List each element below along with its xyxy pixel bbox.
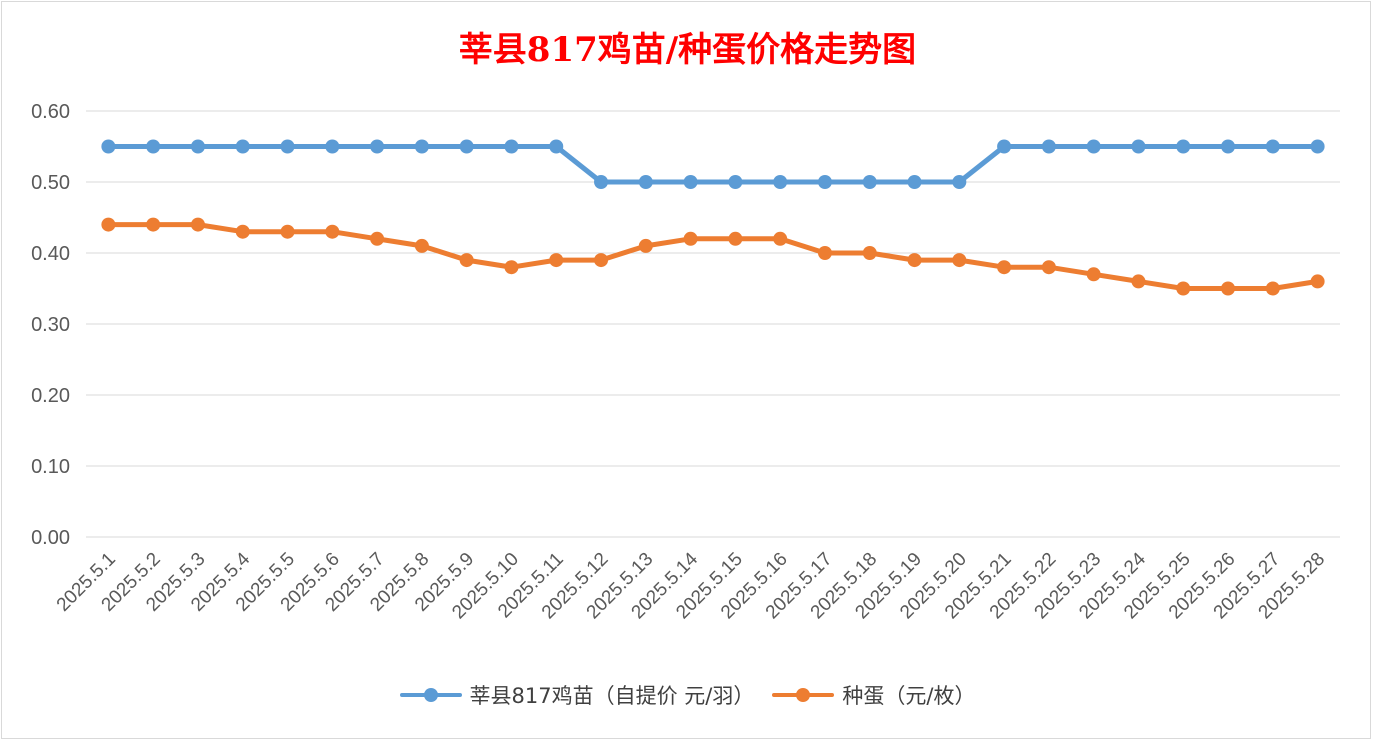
data-point — [280, 224, 295, 239]
data-point — [683, 231, 698, 246]
y-tick-label: 0.60 — [31, 101, 70, 123]
data-point — [370, 231, 385, 246]
data-point — [1086, 267, 1101, 282]
data-point — [817, 246, 832, 260]
data-point — [235, 224, 250, 239]
data-point — [146, 139, 161, 154]
data-point — [638, 175, 653, 189]
data-point — [862, 175, 877, 189]
data-point — [235, 139, 250, 154]
data-point — [146, 217, 161, 232]
data-point — [549, 139, 564, 154]
data-point — [1176, 281, 1191, 296]
data-point — [1041, 139, 1056, 154]
y-tick-label: 0.00 — [31, 527, 70, 549]
data-point — [101, 217, 116, 232]
y-tick-label: 0.20 — [31, 385, 70, 407]
data-point — [549, 253, 564, 268]
data-point — [1176, 139, 1191, 154]
data-point — [638, 238, 653, 253]
data-point — [773, 175, 788, 189]
data-point — [594, 175, 609, 189]
data-point — [414, 238, 429, 253]
data-point — [504, 139, 519, 154]
data-point — [1310, 274, 1325, 289]
data-point — [1221, 139, 1236, 154]
data-point — [817, 175, 832, 189]
y-tick-label: 0.50 — [31, 172, 70, 194]
legend-swatch-chick — [399, 688, 462, 702]
data-point — [952, 175, 967, 189]
data-point — [1086, 139, 1101, 154]
data-point — [952, 253, 967, 268]
data-point — [1221, 281, 1236, 296]
data-point — [773, 231, 788, 246]
legend-label-chick: 莘县817鸡苗（自提价 元/羽） — [469, 684, 755, 708]
legend: 莘县817鸡苗（自提价 元/羽） 种蛋（元/枚） — [0, 680, 1375, 710]
y-tick-label: 0.40 — [31, 243, 70, 265]
legend-item-chick: 莘县817鸡苗（自提价 元/羽） — [399, 680, 755, 710]
data-point — [1310, 139, 1325, 154]
y-tick-label: 0.10 — [31, 456, 70, 478]
legend-item-egg: 种蛋（元/枚） — [772, 680, 975, 710]
data-point — [997, 139, 1012, 154]
data-point — [1131, 139, 1146, 154]
data-point — [190, 217, 205, 232]
data-point — [594, 253, 609, 268]
data-point — [504, 260, 519, 275]
data-point — [907, 253, 922, 268]
data-point — [280, 139, 295, 154]
data-point — [862, 246, 877, 260]
chart-title: 莘县817鸡苗/种蛋价格走势图 — [458, 30, 917, 70]
data-point — [1265, 281, 1280, 296]
data-point — [370, 139, 385, 154]
data-point — [1265, 139, 1280, 154]
series-line-1 — [105, 222, 1321, 291]
data-point — [459, 139, 474, 154]
legend-label-egg: 种蛋（元/枚） — [842, 684, 976, 708]
data-point — [728, 175, 743, 189]
data-point — [414, 139, 429, 154]
data-point — [728, 231, 743, 246]
data-point — [907, 175, 922, 189]
data-point — [325, 139, 340, 154]
data-point — [459, 253, 474, 268]
data-point — [101, 139, 116, 154]
series-line-0 — [105, 144, 1321, 185]
data-point — [325, 224, 340, 239]
legend-swatch-egg — [772, 688, 835, 702]
data-point — [997, 260, 1012, 275]
data-point — [1131, 274, 1146, 289]
y-tick-label: 0.30 — [31, 314, 70, 336]
data-point — [1041, 260, 1056, 275]
data-point — [190, 139, 205, 154]
data-point — [683, 175, 698, 189]
